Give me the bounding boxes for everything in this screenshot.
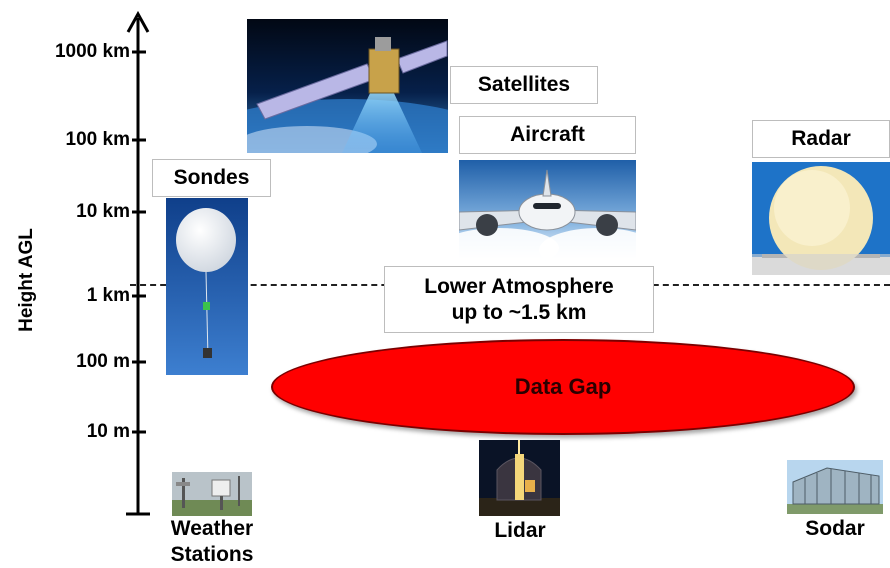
lower-atmosphere-label: Lower Atmosphere up to ~1.5 km (384, 266, 654, 333)
data-gap-ellipse: Data Gap (271, 339, 855, 435)
satellites-label: Satellites (450, 66, 598, 104)
data-gap-label: Data Gap (514, 374, 612, 399)
weather-balloon-photo (166, 198, 248, 375)
sondes-label: Sondes (152, 159, 271, 197)
weather-stations-line1: Weather (170, 517, 254, 540)
tick-label-100m: 100 m (76, 351, 130, 372)
tick-label-10km: 10 km (76, 201, 130, 222)
tick-label-1km: 1 km (86, 285, 130, 306)
radar-label: Radar (752, 120, 890, 158)
tick-label-100km: 100 km (65, 129, 130, 150)
sodar-label: Sodar (805, 517, 865, 540)
axis-title: Height AGL (16, 228, 37, 332)
weather-station-photo (172, 472, 252, 516)
tick-label-10m: 10 m (86, 421, 130, 442)
lower-atmosphere-line2: up to ~1.5 km (451, 300, 587, 324)
weather-stations-line2: Stations (170, 543, 254, 566)
satellite-photo (247, 19, 448, 153)
lidar-label: Lidar (494, 519, 546, 542)
aircraft-label: Aircraft (459, 116, 636, 154)
lower-atmosphere-line1: Lower Atmosphere (424, 274, 614, 298)
lidar-observatory-photo (479, 440, 560, 516)
radar-dome-photo (752, 162, 890, 275)
tick-label-1000km: 1000 km (54, 41, 130, 62)
sodar-building-photo (787, 460, 883, 514)
airplane-photo (459, 160, 636, 261)
weather-stations-label: Weather Stations (152, 516, 272, 568)
